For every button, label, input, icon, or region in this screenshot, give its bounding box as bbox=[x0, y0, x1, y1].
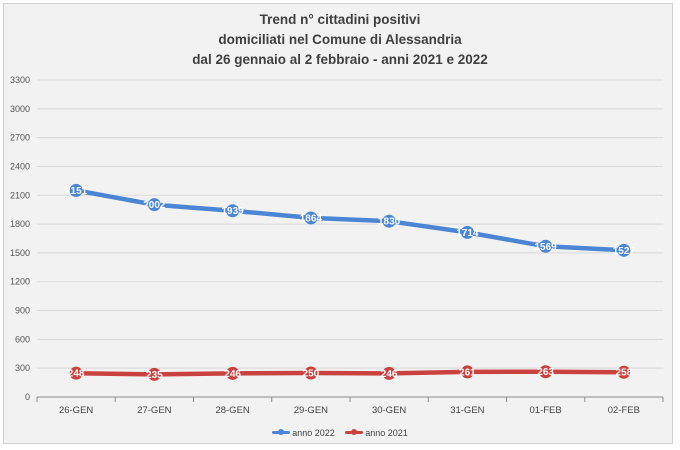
y-axis: 0 300 600 900 1200 1500 1800 2100 2400 2700 3000 33… bbox=[10, 75, 30, 402]
data-label-anno-2021-26-gen: 248 bbox=[68, 369, 85, 380]
y-tick-label-600: 600 bbox=[15, 334, 30, 344]
y-tick-label-2400: 2400 bbox=[10, 161, 30, 171]
data-label-anno-2022-02-feb: 1527 bbox=[613, 246, 636, 257]
data-point-anno-2022-31-gen bbox=[460, 225, 474, 239]
data-label-anno-2022-30-gen: 1830 bbox=[378, 217, 401, 228]
data-point-anno-2022-30-gen bbox=[382, 214, 396, 228]
data-point-anno-2022-02-feb bbox=[617, 243, 631, 257]
data-point-anno-2022-28-gen bbox=[226, 204, 240, 218]
x-tick-label-30-gen: 30-GEN bbox=[372, 405, 406, 416]
series-anno-2021: 248 235 246 250 246 261 263 258 bbox=[68, 365, 633, 381]
data-label-anno-2022-31-gen: 1714 bbox=[456, 228, 479, 239]
data-point-anno-2022-29-gen bbox=[304, 211, 318, 225]
data-label-anno-2022-29-gen: 1864 bbox=[300, 213, 323, 224]
data-point-anno-2022-27-gen bbox=[147, 198, 161, 212]
data-label-anno-2021-29-gen: 250 bbox=[303, 368, 320, 379]
data-label-anno-2021-30-gen: 246 bbox=[381, 369, 398, 380]
data-point-anno-2022-26-gen bbox=[69, 183, 83, 197]
data-label-anno-2022-01-feb: 1569 bbox=[535, 242, 558, 253]
data-label-anno-2021-01-feb: 263 bbox=[537, 367, 554, 378]
x-axis: 26-GEN 27-GEN 28-GEN 29-GEN 30-GEN 31-GEN 01-F… bbox=[36, 396, 664, 416]
legend-label-2021: anno 2021 bbox=[365, 427, 408, 438]
data-point-anno-2021-31-gen bbox=[460, 365, 474, 379]
data-label-anno-2021-28-gen: 246 bbox=[224, 369, 241, 380]
legend-item-2022[interactable]: anno 2022 bbox=[272, 428, 335, 438]
series-anno-2022: 2151 2002 1939 1864 1830 1714 1569 1527 bbox=[65, 183, 636, 257]
data-label-anno-2021-27-gen: 235 bbox=[146, 370, 163, 381]
y-tick-label-900: 900 bbox=[15, 306, 30, 316]
data-label-anno-2021-31-gen: 261 bbox=[459, 367, 476, 378]
chart-title-line-2: domiciliati nel Comune di Alessandria bbox=[218, 32, 462, 47]
data-point-anno-2021-26-gen bbox=[69, 366, 83, 380]
y-tick-label-300: 300 bbox=[15, 363, 30, 373]
legend-swatch-2022 bbox=[272, 429, 291, 435]
legend: anno 2022 anno 2021 bbox=[0, 426, 680, 438]
data-label-anno-2022-26-gen: 2151 bbox=[65, 186, 88, 197]
x-tick-label-29-gen: 29-GEN bbox=[294, 405, 328, 416]
data-point-anno-2021-01-feb bbox=[539, 365, 553, 379]
data-point-anno-2021-27-gen bbox=[147, 367, 161, 381]
y-tick-label-1500: 1500 bbox=[10, 248, 30, 258]
data-point-anno-2021-29-gen bbox=[304, 366, 318, 380]
x-tick-label-27-gen: 27-GEN bbox=[137, 405, 171, 416]
legend-swatch-2021 bbox=[345, 429, 364, 435]
x-tick-label-02-feb: 02-FEB bbox=[608, 405, 640, 416]
x-tick-label-01-feb: 01-FEB bbox=[530, 405, 562, 416]
data-point-anno-2021-02-feb bbox=[617, 365, 631, 379]
data-point-anno-2021-28-gen bbox=[226, 366, 240, 380]
x-tick-label-31-gen: 31-GEN bbox=[450, 405, 484, 416]
y-tick-label-2100: 2100 bbox=[10, 190, 30, 200]
y-tick-label-1200: 1200 bbox=[10, 277, 30, 287]
y-tick-label-3000: 3000 bbox=[10, 104, 30, 114]
data-label-anno-2022-27-gen: 2002 bbox=[143, 200, 166, 211]
legend-item-2021[interactable]: anno 2021 bbox=[345, 428, 408, 438]
chart-title-line-3: dal 26 gennaio al 2 febbraio - anni 2021… bbox=[192, 52, 488, 67]
y-tick-label-3300: 3300 bbox=[10, 75, 30, 85]
data-label-anno-2021-02-feb: 258 bbox=[616, 368, 633, 379]
chart-title: Trend n° cittadini positivi domiciliati … bbox=[0, 10, 680, 70]
series-line-anno-2021 bbox=[73, 369, 627, 377]
chart-title-line-1: Trend n° cittadini positivi bbox=[259, 12, 421, 27]
y-tick-label-2700: 2700 bbox=[10, 133, 30, 143]
data-point-anno-2022-01-feb bbox=[539, 239, 553, 253]
y-tick-label-0: 0 bbox=[25, 392, 30, 402]
series-line-anno-2022 bbox=[73, 188, 627, 253]
y-tick-label-1800: 1800 bbox=[10, 219, 30, 229]
x-tick-label-28-gen: 28-GEN bbox=[215, 405, 249, 416]
data-point-anno-2021-30-gen bbox=[382, 366, 396, 380]
x-tick-label-26-gen: 26-GEN bbox=[59, 405, 93, 416]
data-label-anno-2022-28-gen: 1939 bbox=[222, 206, 245, 217]
legend-label-2022: anno 2022 bbox=[292, 427, 335, 438]
grid-lines bbox=[37, 79, 663, 369]
